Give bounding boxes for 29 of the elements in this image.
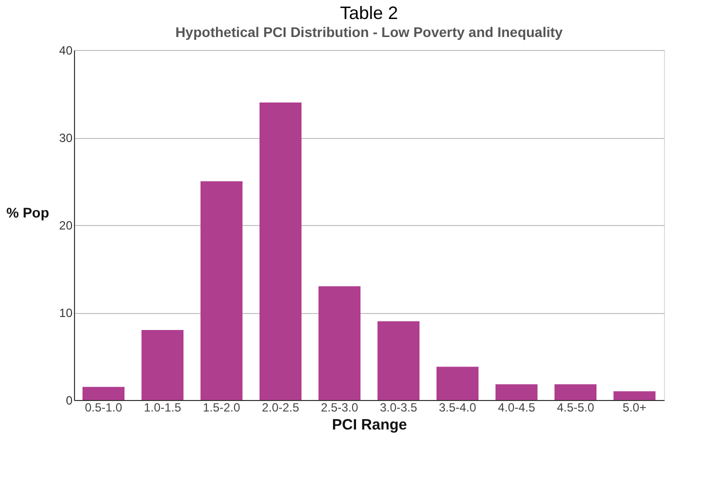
x-tick-label: 1.0-1.5: [144, 400, 182, 414]
x-tick-label: 3.5-4.0: [438, 400, 477, 414]
bar: [554, 384, 596, 400]
x-axis-title: PCI Range: [332, 416, 408, 434]
bar: [142, 330, 184, 400]
bar: [436, 366, 478, 400]
y-tick-label: 20: [59, 218, 73, 232]
x-tick-label: 2.0-2.5: [262, 400, 300, 414]
bar: [496, 384, 538, 400]
bar: [200, 181, 242, 400]
x-tick-label: 0.5-1.0: [84, 400, 123, 414]
bar: [82, 386, 124, 400]
x-tick-label: 5.0+: [622, 400, 646, 414]
bar: [318, 286, 360, 400]
x-tick-label: 1.5-2.0: [202, 400, 241, 414]
y-axis-title: % Pop: [6, 204, 50, 220]
chart-title: Table 2: [340, 3, 398, 23]
x-tick-label: 4.0-4.5: [498, 400, 536, 414]
y-tick-label: 30: [59, 131, 73, 145]
x-tick-label: 2.5-3.0: [320, 400, 359, 414]
y-tick-label: 40: [59, 44, 73, 58]
y-tick-label: 0: [66, 394, 73, 408]
y-tick-label: 10: [59, 306, 73, 320]
bar: [614, 391, 656, 400]
bar: [378, 321, 420, 400]
chart-subtitle: Hypothetical PCI Distribution - Low Poverty and Inequality: [175, 24, 563, 40]
x-tick-label: 4.5-5.0: [556, 400, 595, 414]
bar: [260, 102, 302, 400]
x-tick-label: 3.0-3.5: [380, 400, 418, 414]
